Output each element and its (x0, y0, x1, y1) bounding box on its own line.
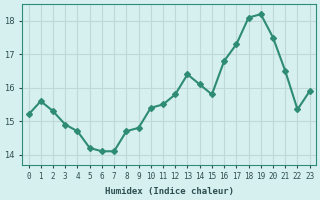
X-axis label: Humidex (Indice chaleur): Humidex (Indice chaleur) (105, 187, 234, 196)
